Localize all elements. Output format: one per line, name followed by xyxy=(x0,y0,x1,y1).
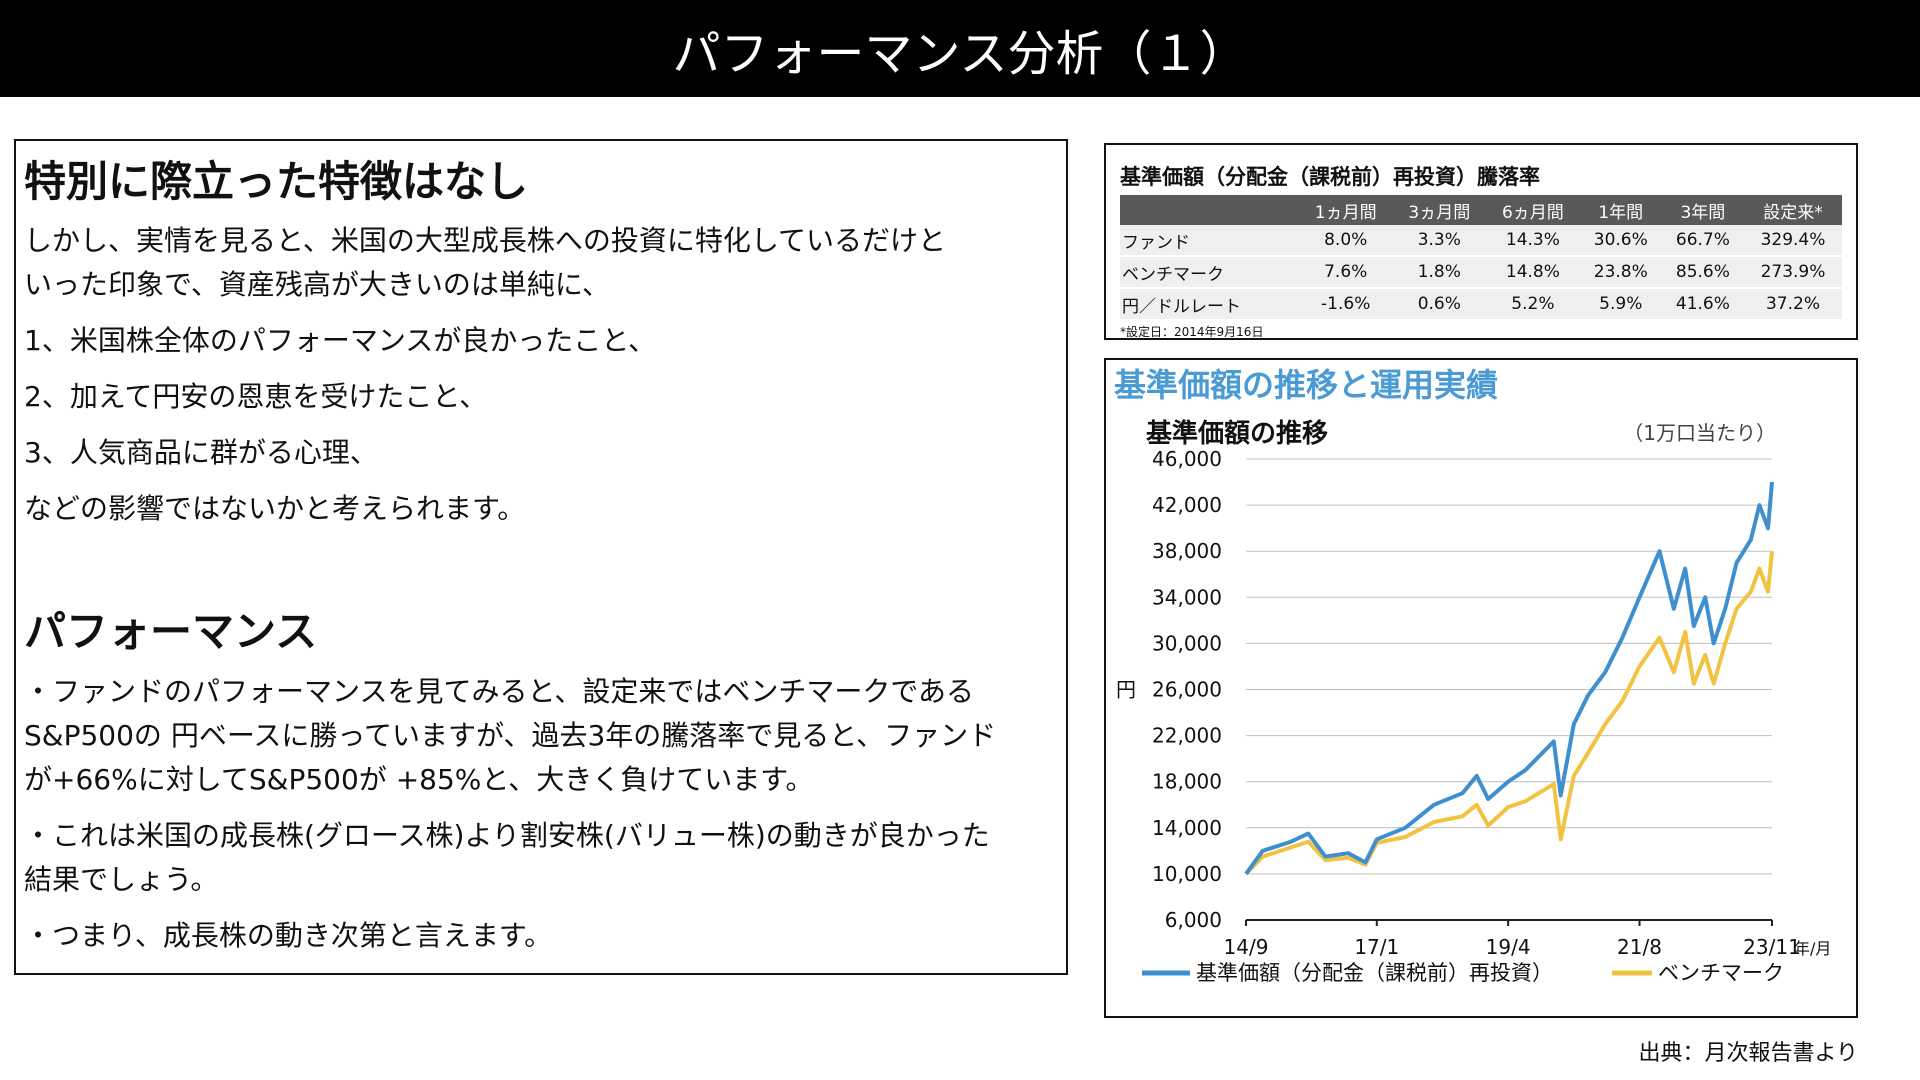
analysis-text-box: 特別に際立った特徴はなし しかし、実情を見ると、米国の大型成長株への投資に特化し… xyxy=(14,139,1068,975)
y-tick-label: 26,000 xyxy=(1152,678,1222,702)
y-tick-label: 30,000 xyxy=(1152,631,1222,655)
table-cell: 5.2% xyxy=(1486,288,1580,321)
table-cell: 41.6% xyxy=(1661,288,1744,321)
table-cell: 329.4% xyxy=(1743,225,1842,257)
y-tick-label: 18,000 xyxy=(1152,770,1222,794)
y-tick-label: 10,000 xyxy=(1152,862,1222,886)
legend-label-fund: 基準価額（分配金（課税前）再投資） xyxy=(1196,961,1553,985)
page-header: パフォーマンス分析（１） xyxy=(0,0,1920,97)
paragraph-reason-2: 2、加えて円安の恩恵を受けたこと、 xyxy=(24,380,488,414)
table-cell: 円／ドルレート xyxy=(1120,288,1299,321)
table-header-cell xyxy=(1120,195,1299,225)
table-cell: -1.6% xyxy=(1298,288,1393,321)
y-tick-label: 42,000 xyxy=(1152,493,1222,517)
paragraph-reason-3: 3、人気商品に群がる心理、 xyxy=(24,436,378,470)
y-tick-label: 34,000 xyxy=(1152,585,1222,609)
table-header-cell: 1年間 xyxy=(1579,195,1662,225)
y-tick-label: 14,000 xyxy=(1152,816,1222,840)
legend-label-benchmark: ベンチマーク xyxy=(1658,961,1784,985)
table-cell: 14.3% xyxy=(1486,225,1580,257)
series-line-benchmark xyxy=(1244,551,1774,876)
x-axis-suffix: 年/月 xyxy=(1794,939,1831,958)
return-table: 1ヵ月間 3ヵ月間 6ヵ月間 1年間 3年間 設定来* ファンド 8.0% 3.… xyxy=(1120,195,1842,321)
table-cell: 14.8% xyxy=(1486,256,1580,289)
source-note: 出典：月次報告書より xyxy=(1638,1041,1858,1066)
x-tick-label: 21/8 xyxy=(1617,935,1662,959)
table-cell: 37.2% xyxy=(1743,288,1842,321)
table-cell: 7.6% xyxy=(1298,256,1393,289)
table-cell: 1.8% xyxy=(1392,256,1487,289)
series-line-fund xyxy=(1244,481,1774,876)
table-cell: ファンド xyxy=(1120,225,1299,257)
y-tick-label: 6,000 xyxy=(1165,908,1222,932)
y-tick-label: 38,000 xyxy=(1152,539,1222,563)
x-tick-label: 17/1 xyxy=(1354,935,1399,959)
table-cell: 30.6% xyxy=(1579,225,1662,257)
paragraph-conclusion: などの影響ではないかと考えられます。 xyxy=(24,492,526,526)
table-header-cell: 設定来* xyxy=(1743,195,1842,225)
paragraph-performance-1: ・ファンドのパフォーマンスを見てみると、設定来ではベンチマークである S&P50… xyxy=(24,674,997,796)
page-title: パフォーマンス分析（１） xyxy=(672,25,1248,82)
table-header-row: 1ヵ月間 3ヵ月間 6ヵ月間 1年間 3年間 設定来* xyxy=(1120,195,1842,225)
x-tick-label: 14/9 xyxy=(1224,935,1269,959)
x-tick-label: 19/4 xyxy=(1486,935,1531,959)
table-header-cell: 6ヵ月間 xyxy=(1486,195,1580,225)
chart-unit-note: （1万口当たり） xyxy=(1623,421,1776,445)
x-tick-label: 23/11 xyxy=(1743,935,1801,959)
table-cell: 273.9% xyxy=(1743,256,1842,289)
table-header-cell: 3年間 xyxy=(1661,195,1744,225)
heading-no-special-feature: 特別に際立った特徴はなし xyxy=(24,157,529,206)
paragraph-reason-1: 1、米国株全体のパフォーマンスが良かったこと、 xyxy=(24,324,657,358)
y-axis-label: 円 xyxy=(1116,678,1136,702)
table-note: *設定日：2014年9月16日 xyxy=(1120,325,1264,339)
heading-performance: パフォーマンス xyxy=(24,607,318,657)
return-table-box: 基準価額（分配金（課税前）再投資）騰落率 1ヵ月間 3ヵ月間 6ヵ月間 1年間 … xyxy=(1104,143,1858,340)
table-title: 基準価額（分配金（課税前）再投資）騰落率 xyxy=(1120,165,1540,189)
y-tick-label: 22,000 xyxy=(1152,724,1222,748)
table-row: ファンド 8.0% 3.3% 14.3% 30.6% 66.7% 329.4% xyxy=(1120,225,1842,257)
table-cell: 5.9% xyxy=(1579,288,1662,321)
y-tick-label: 46,000 xyxy=(1152,447,1222,471)
table-header-cell: 1ヵ月間 xyxy=(1298,195,1393,225)
paragraph-performance-3: ・つまり、成長株の動き次第と言えます。 xyxy=(24,918,553,952)
table-row: ベンチマーク 7.6% 1.8% 14.8% 23.8% 85.6% 273.9… xyxy=(1120,256,1842,289)
table-row: 円／ドルレート -1.6% 0.6% 5.2% 5.9% 41.6% 37.2% xyxy=(1120,288,1842,321)
table-cell: 0.6% xyxy=(1392,288,1487,321)
table-cell: ベンチマーク xyxy=(1120,256,1299,289)
nav-chart-box: 基準価額の推移と運用実績基準価額の推移 （1万口当たり） 46,000 42,000 3… xyxy=(1104,358,1858,1018)
chart-section-title: 基準価額の推移と運用実績 xyxy=(1114,366,1498,404)
chart-title: 基準価額の推移 xyxy=(1146,418,1328,449)
spacer xyxy=(24,543,1058,597)
table-cell: 66.7% xyxy=(1661,225,1744,257)
table-cell: 8.0% xyxy=(1298,225,1393,257)
paragraph-intro: しかし、実情を見ると、米国の大型成長株への投資に特化しているだけと いった印象で… xyxy=(24,224,947,302)
table-cell: 23.8% xyxy=(1579,256,1662,289)
table-cell: 85.6% xyxy=(1661,256,1744,289)
table-header-cell: 3ヵ月間 xyxy=(1392,195,1487,225)
paragraph-performance-2: ・これは米国の成長株(グロース株)より割安株(バリュー株)の動きが良かった 結果… xyxy=(24,818,990,896)
table-cell: 3.3% xyxy=(1392,225,1487,257)
